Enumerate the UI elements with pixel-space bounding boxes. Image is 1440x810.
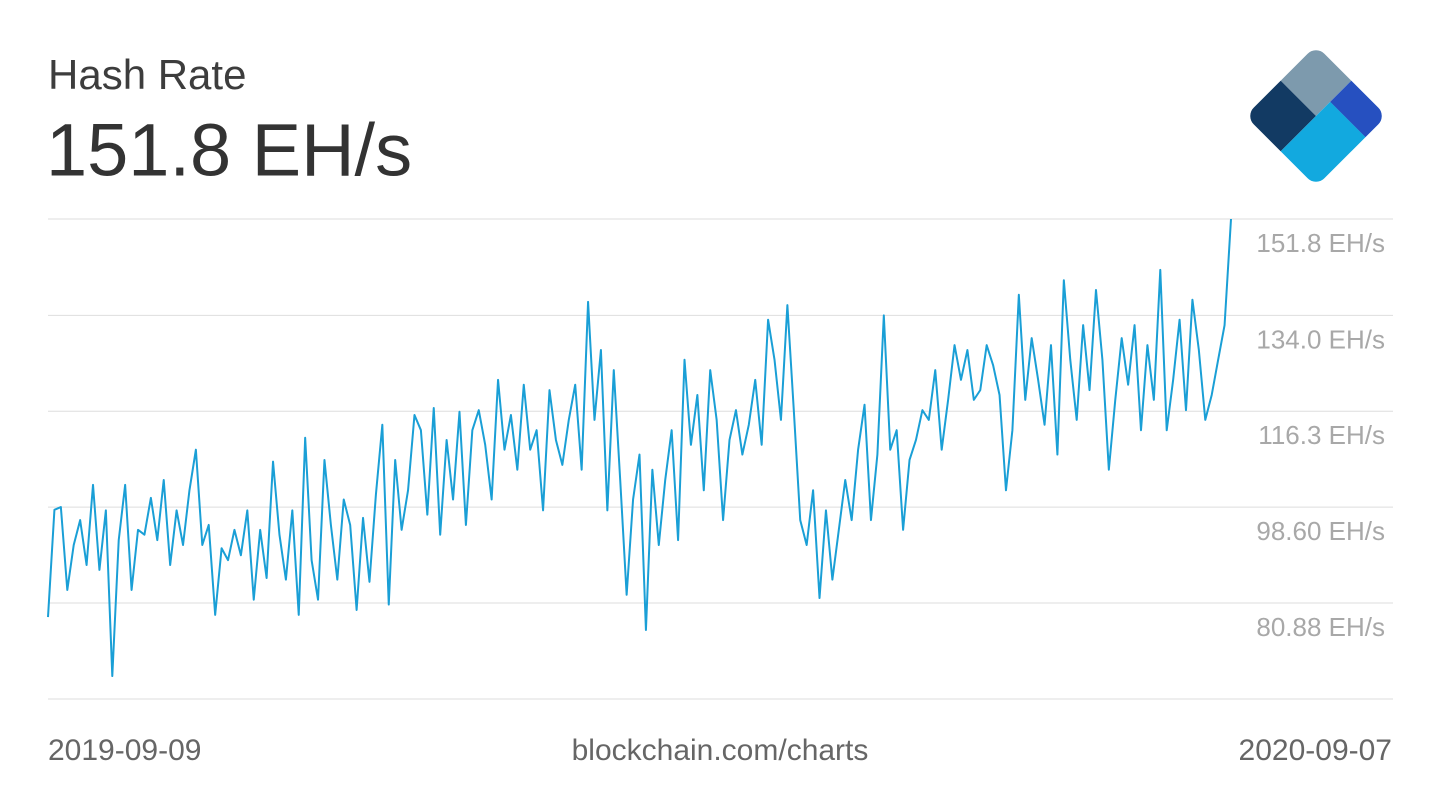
data-line (47, 218, 1232, 678)
x-start-label: 2019-09-09 (48, 734, 201, 767)
y-tick-label: 134.0 EH/s (1256, 324, 1385, 354)
y-tick-label: 116.3 EH/s (1258, 420, 1385, 450)
y-tick-label: 98.60 EH/s (1256, 516, 1385, 546)
x-end-label: 2020-09-07 (1239, 734, 1392, 767)
current-value: 151.8 EH/s (46, 109, 412, 192)
y-tick-label: 151.8 EH/s (1256, 228, 1385, 258)
source-label: blockchain.com/charts (572, 734, 869, 767)
y-tick-label: 80.88 EH/s (1256, 612, 1385, 642)
chart-title: Hash Rate (48, 51, 246, 98)
logo (1245, 45, 1387, 187)
